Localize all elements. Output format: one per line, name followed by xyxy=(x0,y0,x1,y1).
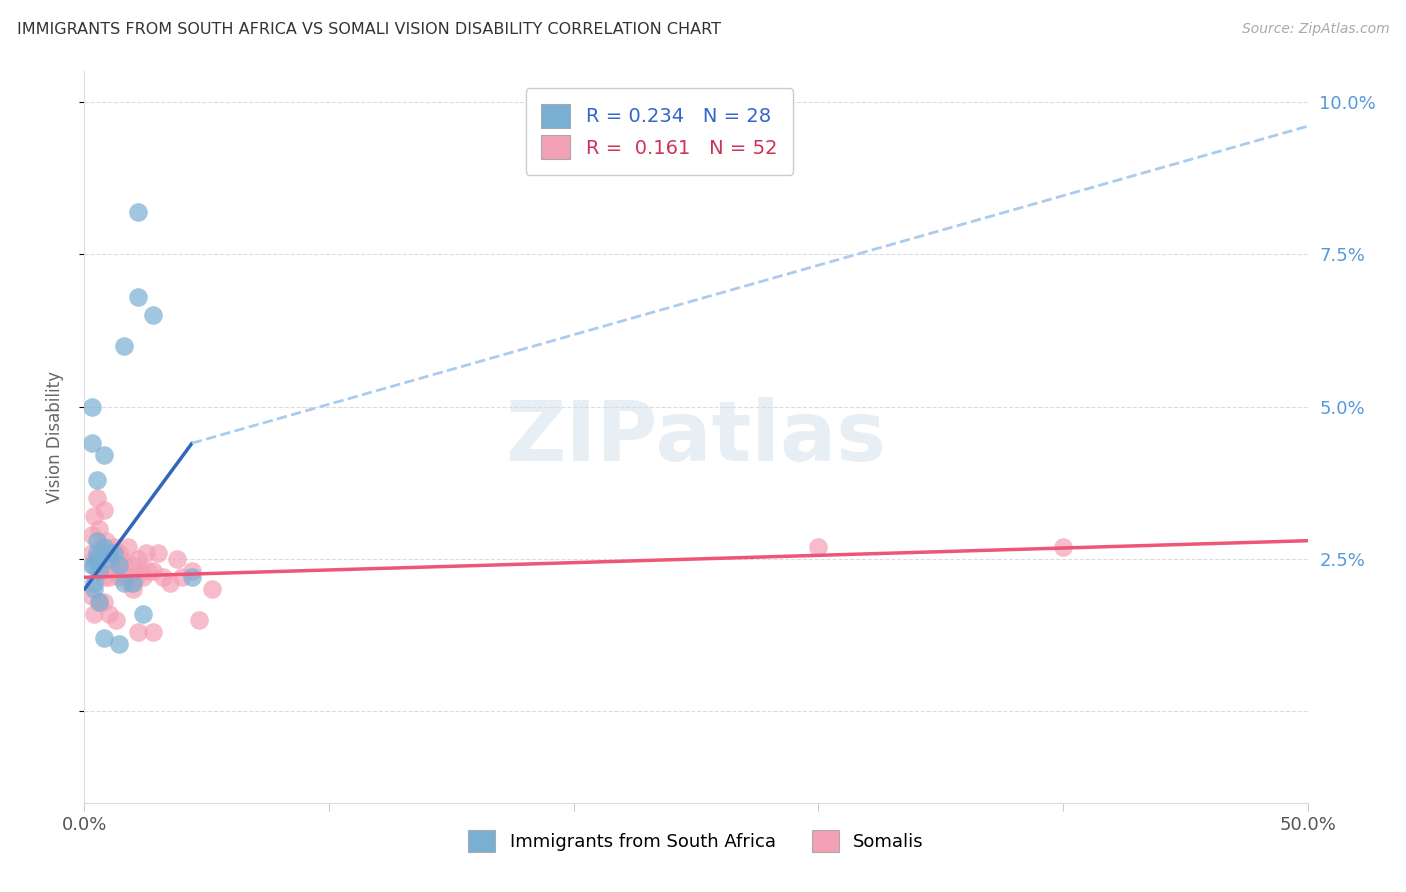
Point xyxy=(172,570,194,584)
Point xyxy=(132,570,155,584)
Point xyxy=(200,582,222,597)
Text: IMMIGRANTS FROM SOUTH AFRICA VS SOMALI VISION DISABILITY CORRELATION CHART: IMMIGRANTS FROM SOUTH AFRICA VS SOMALI V… xyxy=(17,22,721,37)
Point xyxy=(83,558,105,573)
Point xyxy=(103,540,125,554)
Point xyxy=(80,400,103,414)
Point xyxy=(127,625,149,640)
Point xyxy=(93,570,115,584)
Point xyxy=(83,552,105,566)
Point xyxy=(1052,540,1074,554)
Point xyxy=(105,613,128,627)
Point xyxy=(125,570,148,584)
Point xyxy=(86,546,108,560)
Point xyxy=(127,290,149,304)
Point xyxy=(127,204,149,219)
Point xyxy=(127,552,149,566)
Point xyxy=(83,607,105,621)
Point xyxy=(97,552,120,566)
Point xyxy=(107,558,129,573)
Point xyxy=(86,552,108,566)
Point xyxy=(87,594,110,608)
Point xyxy=(80,558,103,573)
Point xyxy=(83,576,105,591)
Legend: Immigrants from South Africa, Somalis: Immigrants from South Africa, Somalis xyxy=(461,823,931,860)
Point xyxy=(122,582,145,597)
Point xyxy=(93,632,115,646)
Point xyxy=(86,533,108,548)
Point xyxy=(107,570,129,584)
Text: ZIPatlas: ZIPatlas xyxy=(506,397,886,477)
Point xyxy=(115,570,138,584)
Point xyxy=(120,576,142,591)
Point xyxy=(93,594,115,608)
Point xyxy=(181,564,204,578)
Point xyxy=(103,546,125,560)
Point xyxy=(122,576,145,591)
Point xyxy=(112,558,135,573)
Point xyxy=(112,338,135,352)
Point xyxy=(129,564,152,578)
Point xyxy=(135,546,157,560)
Point xyxy=(83,509,105,524)
Point xyxy=(87,564,110,578)
Point xyxy=(87,521,110,535)
Point xyxy=(136,564,159,578)
Point xyxy=(80,589,103,603)
Point xyxy=(105,564,128,578)
Point xyxy=(122,558,145,573)
Point xyxy=(86,552,108,566)
Point xyxy=(80,527,103,541)
Point xyxy=(807,540,830,554)
Point xyxy=(117,540,139,554)
Point xyxy=(97,607,120,621)
Point xyxy=(97,546,120,560)
Point xyxy=(97,546,120,560)
Y-axis label: Vision Disability: Vision Disability xyxy=(45,371,63,503)
Point xyxy=(87,594,110,608)
Point xyxy=(132,607,155,621)
Point xyxy=(142,308,165,322)
Point xyxy=(117,570,139,584)
Point xyxy=(188,613,211,627)
Point xyxy=(93,503,115,517)
Point xyxy=(110,552,132,566)
Point xyxy=(97,570,120,584)
Point xyxy=(107,637,129,651)
Point xyxy=(93,540,115,554)
Point xyxy=(80,546,103,560)
Point xyxy=(107,546,129,560)
Point xyxy=(159,576,181,591)
Point xyxy=(96,533,118,548)
Point xyxy=(166,552,188,566)
Point xyxy=(142,625,165,640)
Point xyxy=(87,564,110,578)
Point xyxy=(80,436,103,450)
Point xyxy=(152,570,174,584)
Point xyxy=(90,540,112,554)
Point xyxy=(83,582,105,597)
Point xyxy=(93,448,115,462)
Point xyxy=(146,546,169,560)
Point xyxy=(142,564,165,578)
Point xyxy=(112,576,135,591)
Text: Source: ZipAtlas.com: Source: ZipAtlas.com xyxy=(1241,22,1389,37)
Point xyxy=(100,558,122,573)
Point xyxy=(86,491,108,505)
Point xyxy=(86,473,108,487)
Point xyxy=(181,570,204,584)
